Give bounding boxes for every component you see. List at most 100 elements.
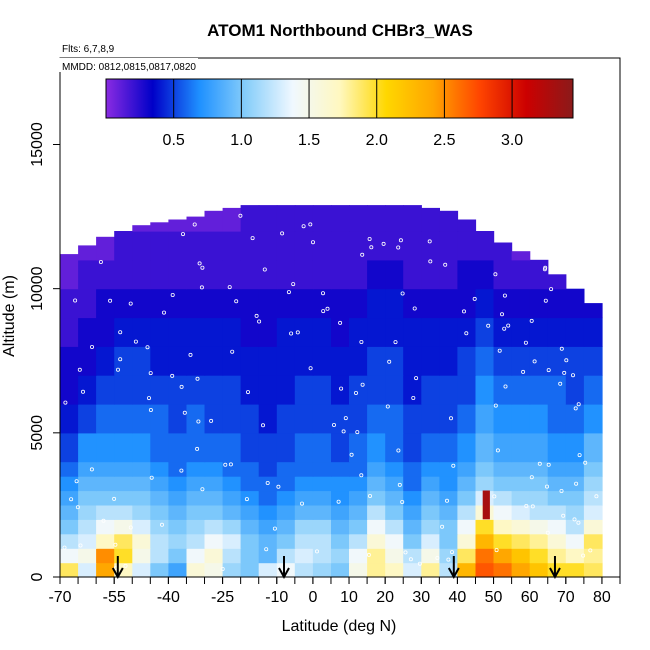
heatmap-cell <box>258 548 278 564</box>
sample-point <box>336 499 341 504</box>
y-tick-label: 0 <box>29 572 46 581</box>
heatmap-cell <box>583 404 603 434</box>
heatmap-cell <box>258 205 278 232</box>
heatmap-cell <box>403 490 422 506</box>
sample-point <box>461 309 466 314</box>
heatmap-cell <box>403 461 422 477</box>
heatmap-cell <box>583 533 603 549</box>
heatmap-cell <box>529 288 549 319</box>
heatmap-cell <box>60 476 79 492</box>
heatmap-cell <box>114 432 133 463</box>
heatmap-cell <box>294 476 314 492</box>
heatmap-cell <box>475 432 495 463</box>
heatmap-cell <box>258 259 278 290</box>
sample-point <box>200 265 205 270</box>
colorbar: 0.5 1.0 1.5 2.0 2.5 3.0 <box>105 78 574 149</box>
heatmap-cell <box>276 533 296 549</box>
sample-point <box>397 482 402 487</box>
heatmap-cell <box>114 504 133 520</box>
sample-point <box>228 462 233 467</box>
y-axis-label: Altitude (m) <box>1 275 18 357</box>
heatmap-cell <box>150 490 169 506</box>
heatmap-cell <box>150 533 169 549</box>
sample-point <box>530 504 535 509</box>
heatmap-cell <box>439 490 459 506</box>
heatmap-cell <box>276 317 296 347</box>
heatmap-cell <box>511 562 531 578</box>
sample-point <box>558 381 563 386</box>
heatmap-cell <box>367 259 386 290</box>
heatmap-cell <box>331 346 350 376</box>
sample-point <box>62 545 67 550</box>
heatmap-cell <box>294 317 314 347</box>
heatmap-cell <box>565 533 585 549</box>
heatmap-cell <box>583 504 603 520</box>
heatmap-cell <box>186 533 206 549</box>
heatmap-cell <box>565 476 585 492</box>
heatmap-cell <box>312 490 332 506</box>
sample-point <box>571 373 576 378</box>
heatmap-cell <box>240 533 260 549</box>
heatmap-cell <box>457 317 477 347</box>
heatmap-cell <box>168 288 188 319</box>
x-tick-label: 20 <box>376 589 394 606</box>
heatmap-cell <box>493 548 513 564</box>
heatmap-cell <box>493 404 513 434</box>
sample-point <box>220 567 225 572</box>
heatmap-cell <box>529 548 549 564</box>
heatmap-cell <box>114 490 133 506</box>
heatmap-cell <box>367 346 386 376</box>
heatmap-cell <box>222 375 242 405</box>
heatmap-cell <box>493 259 513 290</box>
sample-point <box>446 557 451 562</box>
heatmap-cell <box>312 404 332 434</box>
heatmap-cell <box>60 461 79 477</box>
heatmap-cell <box>114 519 133 535</box>
heatmap-cell <box>457 432 477 463</box>
heatmap-cell <box>511 404 531 434</box>
x-tick-label: 30 <box>412 589 430 606</box>
heatmap-cell <box>367 504 386 520</box>
heatmap-cell <box>96 490 115 506</box>
sample-point <box>116 367 121 372</box>
heatmap-cell <box>475 375 495 405</box>
sample-point <box>588 548 593 553</box>
sample-point <box>400 499 405 504</box>
heatmap-cell <box>583 476 603 492</box>
sample-point <box>524 503 529 508</box>
heatmap-cell <box>511 476 531 492</box>
heatmap-cell <box>60 519 79 535</box>
heatmap-cell <box>294 461 314 477</box>
heatmap-cell <box>493 461 513 477</box>
heatmap-cell <box>78 346 97 376</box>
heatmap-cell <box>511 461 531 477</box>
heatmap-cell <box>78 259 97 290</box>
sample-point <box>594 494 599 499</box>
sample-point <box>359 473 364 478</box>
heatmap-cell <box>114 548 133 564</box>
heatmap-cell <box>421 288 440 319</box>
heatmap-cell <box>78 461 97 477</box>
heatmap-cell <box>312 504 332 520</box>
sample-point <box>159 522 164 527</box>
sample-point <box>472 296 477 301</box>
heatmap-cell <box>457 219 477 232</box>
heatmap-cell <box>493 476 513 492</box>
heatmap-cell <box>547 533 567 549</box>
heatmap-cell <box>294 504 314 520</box>
heatmap-cell <box>547 375 567 405</box>
heatmap-cell <box>222 259 242 290</box>
heatmap-cell <box>511 519 531 535</box>
heatmap-cell <box>331 432 350 463</box>
sample-point <box>75 505 80 510</box>
heatmap-cell <box>132 533 151 549</box>
heatmap-cell <box>511 533 531 549</box>
heatmap-cell <box>240 375 260 405</box>
heatmap-cell <box>204 404 224 434</box>
heatmap-cell <box>385 476 404 492</box>
x-axis: -70 -55 -40 -25 -10 0 10 20 30 40 50 60 70 80 <box>48 577 621 606</box>
heatmap-cell <box>529 562 549 578</box>
heatmap-cell <box>132 504 151 520</box>
sample-point <box>403 550 408 555</box>
heatmap-cell <box>439 504 459 520</box>
